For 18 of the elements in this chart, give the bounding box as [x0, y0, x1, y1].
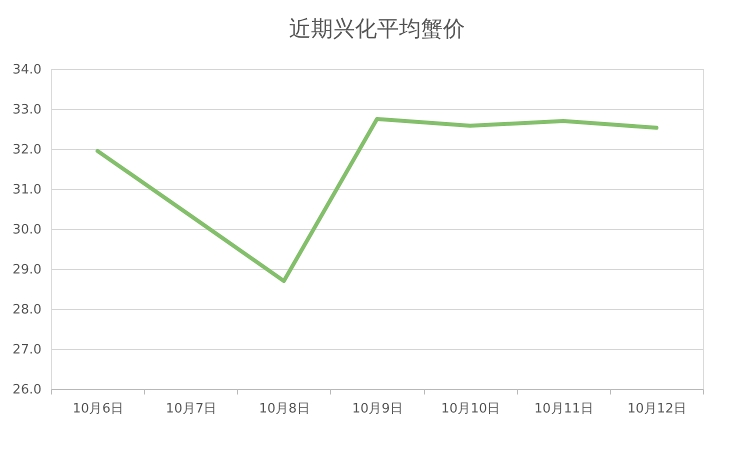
y-tick-label: 28.0 [12, 302, 42, 318]
y-tick-label: 26.0 [12, 382, 42, 398]
x-tick-label: 10月7日 [166, 402, 217, 416]
x-tick-label: 10月12日 [627, 402, 686, 416]
y-tick-label: 30.0 [12, 222, 42, 238]
y-tick-label: 27.0 [12, 342, 42, 358]
x-tick-label: 10月10日 [441, 402, 500, 416]
line-series [96, 117, 658, 283]
y-tick-label: 31.0 [12, 182, 42, 198]
x-tick-label: 10月8日 [258, 402, 310, 416]
x-tick-label: 10月6日 [72, 402, 124, 416]
x-tick-label: 10月9日 [352, 402, 403, 416]
y-tick-label: 34.0 [12, 62, 42, 78]
chart-title: 近期兴化平均蟹价 [289, 17, 465, 42]
y-tick-label: 33.0 [12, 102, 42, 118]
y-tick-label: 32.0 [12, 142, 42, 158]
y-tick-label: 29.0 [12, 262, 42, 278]
x-tick-label: 10月11日 [534, 402, 594, 416]
